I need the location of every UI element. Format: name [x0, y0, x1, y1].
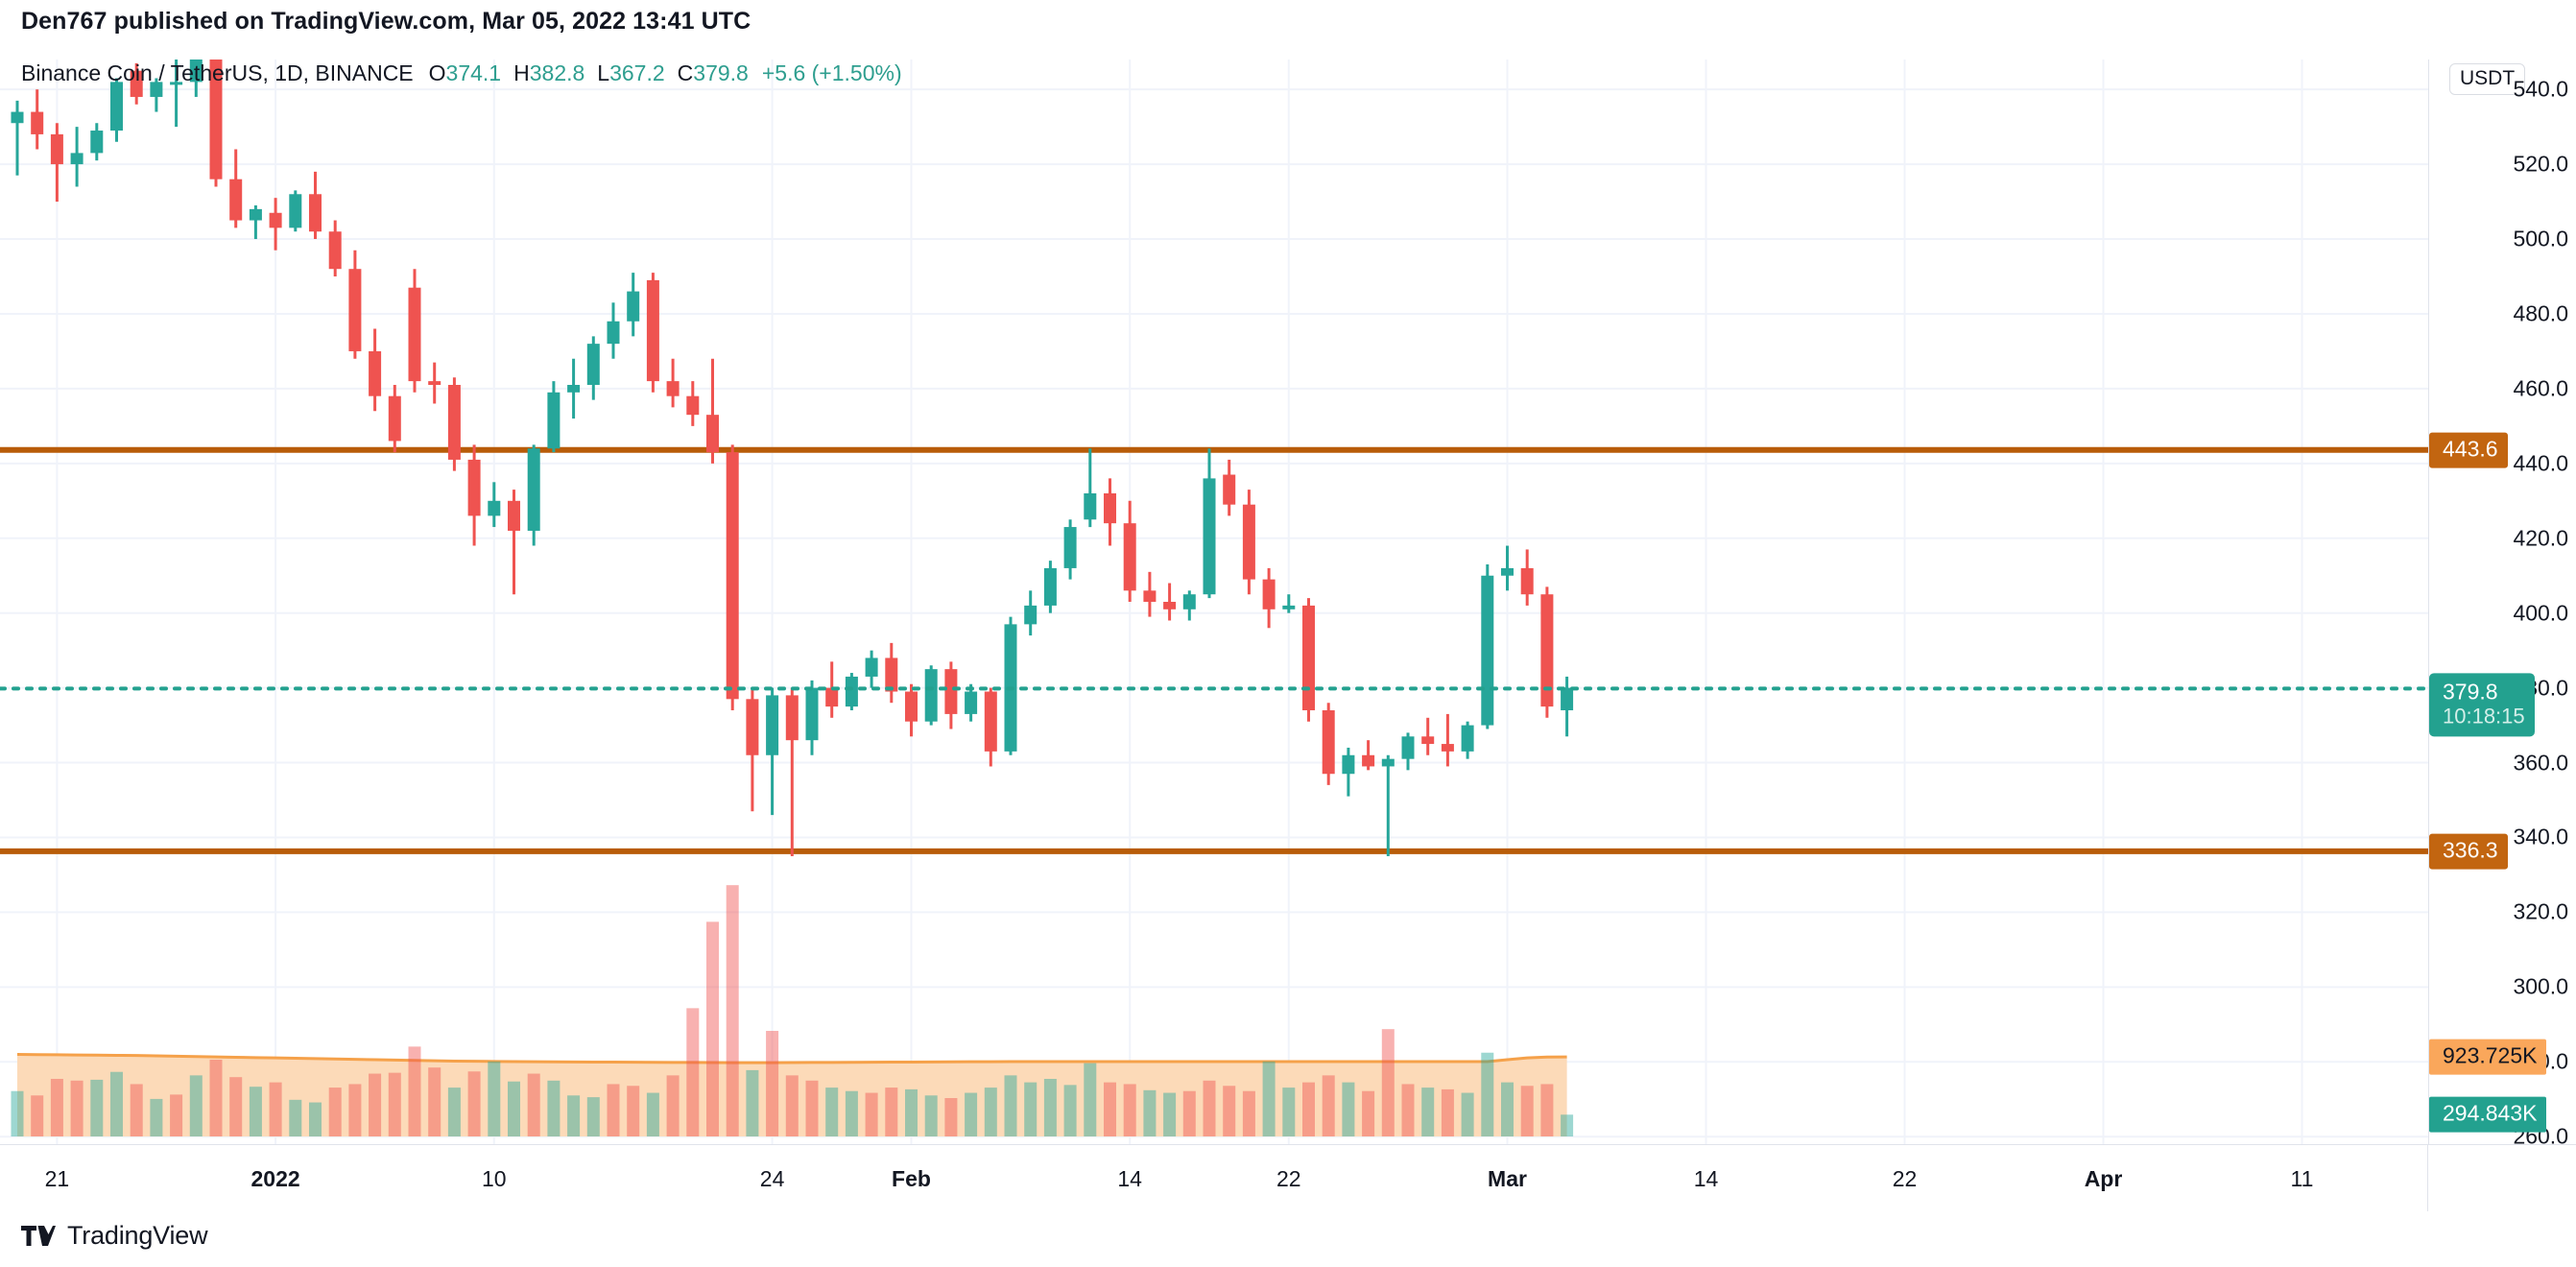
volume-ma-badge[interactable]: 923.725K: [2429, 1039, 2547, 1075]
price-tick-420-0: 420.0: [2513, 525, 2568, 551]
time-tick-14: 14: [1693, 1166, 1719, 1191]
tradingview-footer: TradingView: [21, 1221, 208, 1251]
time-tick-14: 14: [1117, 1166, 1142, 1191]
time-axis[interactable]: 21 2022 10 24 Feb 14 22 Mar 14 22 Apr 11: [0, 1144, 2576, 1211]
price-tick-520-0: 520.0: [2513, 151, 2568, 177]
current-price-value: 379.8: [2443, 679, 2498, 705]
time-tick-apr: Apr: [2084, 1166, 2123, 1191]
price-tick-440-0: 440.0: [2513, 450, 2568, 476]
price-tick-460-0: 460.0: [2513, 375, 2568, 401]
price-tick-500-0: 500.0: [2513, 226, 2568, 251]
price-tick-540-0: 540.0: [2513, 76, 2568, 102]
currency-pill[interactable]: USDT: [2449, 63, 2526, 95]
price-tick-320-0: 320.0: [2513, 898, 2568, 924]
time-tick-mar: Mar: [1488, 1166, 1527, 1191]
time-tick-2022: 2022: [250, 1166, 300, 1191]
chart-pane[interactable]: Binance Coin / TetherUS, 1D, BINANCE O37…: [0, 60, 2428, 1144]
time-tick-22: 22: [1276, 1166, 1301, 1191]
volume-value-badge[interactable]: 294.843K: [2429, 1096, 2547, 1133]
price-axis[interactable]: USDT 540.0 520.0 500.0 480.0 460.0 440.0 420.0…: [2428, 60, 2576, 1149]
price-tick-300-0: 300.0: [2513, 973, 2568, 999]
support-price-badge[interactable]: 336.3: [2429, 833, 2508, 870]
price-tick-340-0: 340.0: [2513, 824, 2568, 849]
time-tick-11: 11: [2290, 1166, 2314, 1191]
tradingview-wordmark: TradingView: [67, 1221, 208, 1250]
time-tick-feb: Feb: [892, 1166, 931, 1191]
price-tick-360-0: 360.0: [2513, 750, 2568, 776]
time-tick-22: 22: [1892, 1166, 1918, 1191]
time-tick-21: 21: [44, 1166, 70, 1191]
candlestick-chart-canvas[interactable]: [0, 60, 2428, 1144]
tradingview-logo-icon: [21, 1225, 56, 1246]
price-tick-480-0: 480.0: [2513, 300, 2568, 326]
bar-countdown: 10:18:15: [2443, 704, 2525, 729]
time-tick-10: 10: [482, 1166, 507, 1191]
time-tick-24: 24: [759, 1166, 785, 1191]
price-tick-400-0: 400.0: [2513, 600, 2568, 626]
resistance-price-badge[interactable]: 443.6: [2429, 432, 2508, 468]
time-axis-inner: 21 2022 10 24 Feb 14 22 Mar 14 22 Apr 11: [0, 1145, 2428, 1211]
publish-attribution: Den767 published on TradingView.com, Mar…: [21, 8, 751, 35]
current-price-badge[interactable]: 379.8 10:18:15: [2429, 673, 2535, 737]
